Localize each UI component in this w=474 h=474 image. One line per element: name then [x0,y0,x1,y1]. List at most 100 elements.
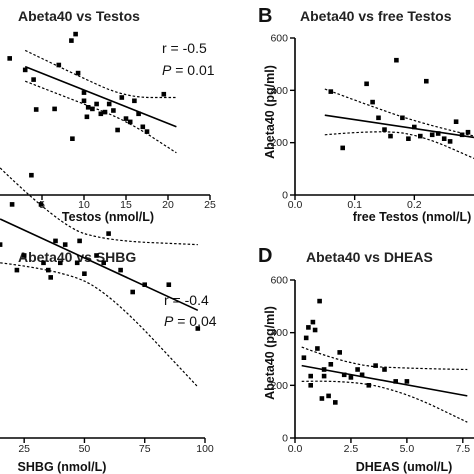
panel-c-data-point [58,260,63,266]
panel-b-data-point [447,139,453,144]
panel-d-x-tick-label: 2.5 [344,443,359,455]
panel-a-data-point [75,70,81,76]
panel-c-data-point [106,231,111,236]
panel-c-data-point [77,238,82,244]
panel-c-regression-line [0,218,199,312]
panel-d-letter: D [258,245,272,267]
panel-a-plot: 510152025 [0,31,216,211]
panel-b-data-point [388,133,393,139]
panel-b: B Abeta40 vs free Testos Abeta40 (pg/ml)… [258,5,474,224]
panel-a-data-point [81,98,87,104]
panel-d-data-point [355,367,360,372]
panel-c-data-point [74,260,80,266]
panel-a-data-point [52,106,57,112]
panel-a-data-point [90,106,95,112]
panel-a-p-label: P [162,62,172,78]
panel-a-data-point [69,38,74,43]
panel-b-data-point [424,78,429,84]
panel-c-p-value: = 0.04 [173,313,216,329]
panel-c-data-point [29,172,34,178]
panel-c-ci-upper [0,167,198,246]
panel-a-x-tick-label: 15 [120,199,132,211]
panel-a-data-point [123,116,129,121]
panel-c-data-point [70,136,75,141]
panel-c-plot: 25 50 75 100 [0,56,214,455]
panel-c-x-axis-label: SHBG (nmol/L) [18,460,107,474]
panel-b-regression-line [324,114,474,139]
panel-a-data-point [31,77,36,82]
panel-a-p-value: = 0.01 [171,62,214,78]
panel-b-y-tick-label: 200 [270,137,288,149]
panel-c-data-point [166,282,172,287]
panel-d-data-point [333,400,338,405]
panel-d-title: Abeta40 vs DHEAS [306,249,433,265]
panel-d-data-point [317,298,322,304]
panel-c-data-point [38,202,44,207]
panel-c-data-point [82,271,87,276]
panel-b-data-point [382,127,387,132]
panel-b-y-tick-label: 600 [270,33,288,45]
panel-a-p-stat: P = 0.01 [162,62,215,78]
panel-d-data-point [306,325,311,330]
panel-a-data-point [56,62,62,68]
panel-d-data-point [359,372,365,378]
panel-d-data-point [308,373,313,379]
panel-c: Abeta40 vs SHBG r = -0.4 P = 0.04 25 50 75… [0,56,217,474]
panel-b-title: Abeta40 vs free Testos [300,8,452,24]
panel-b-data-point [418,133,423,139]
panel-d-data-point [337,350,342,355]
panel-a-data-point [115,127,120,133]
panel-b-plot: 0.0 0.1 0.2 0 200 400 600 [270,33,474,211]
panel-d-data-point [321,373,327,379]
panel-d-data-point [312,327,318,333]
panel-d-data-point [393,379,398,384]
panel-c-p-stat: P = 0.04 [164,313,217,329]
panel-c-ci-lower [0,262,199,388]
panel-a-ci-lower [24,80,177,154]
panel-b-data-point [370,99,375,105]
panel-d-ci-lower [301,380,468,423]
panel-c-title: Abeta40 vs SHBG [18,249,136,265]
panel-c-data-point [0,242,3,247]
panel-c-data-point [130,289,135,295]
panel-a-x-tick-label: 10 [78,199,90,211]
panel-c-data-point [62,242,68,247]
panel-d-y-tick-label: 400 [270,327,288,339]
panel-c-data-point [195,326,201,331]
panel-a-data-point [140,124,146,130]
panel-c-data-point [33,107,39,112]
panel-d-y-tick-label: 200 [270,380,288,392]
panel-b-letter: B [258,5,272,27]
panel-a: Abeta40 vs Testos r = -0.5 P = 0.01 5101… [0,8,216,224]
panel-d-data-point [303,335,309,341]
panel-c-data-point [94,253,99,258]
panel-c-data-point [46,267,51,273]
panel-a-title: Abeta40 vs Testos [18,8,140,24]
panel-b-data-point [406,136,411,141]
panel-b-data-point [412,124,417,130]
panel-a-data-point [119,95,125,100]
panel-d-data-point [382,367,387,372]
panel-d-data-point [328,362,334,367]
panel-a-data-point [136,111,141,117]
panel-b-data-point [441,136,447,141]
panel-c-data-point [118,267,123,273]
panel-b-y-axis-label: Abeta40 (pg/ml) [263,65,277,159]
panel-d-data-point [326,393,331,399]
panel-a-data-point [127,119,133,125]
panel-b-data-point [435,131,441,136]
panel-a-data-point [73,31,78,37]
panel-b-ci-lower [324,131,474,159]
panel-d-data-point [366,383,372,388]
panel-c-x-tick-label: 100 [196,443,214,455]
panel-c-data-point [14,267,20,273]
panel-d-data-point [319,396,325,401]
panel-b-data-point [394,57,399,63]
panel-c-x-tick-label: 75 [139,443,151,455]
panel-c-x-tick-label: 25 [18,443,30,455]
panel-d-x-tick-label: 0.0 [288,443,303,455]
panel-c-data-point [84,114,90,120]
panel-c-data-point [9,202,15,207]
panel-b-data-point [465,129,471,135]
